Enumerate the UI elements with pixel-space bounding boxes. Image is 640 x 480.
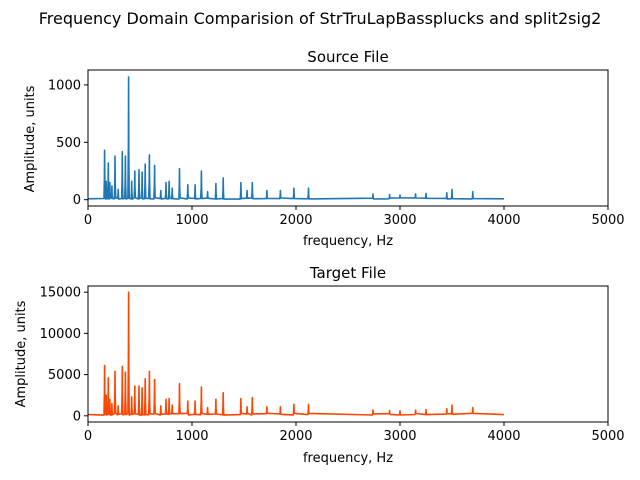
x-tick-label: 3000 — [383, 213, 416, 228]
y-axis-label: Amplitude, units — [23, 85, 38, 192]
axes-title: Target File — [309, 264, 386, 282]
x-tick-label: 5000 — [591, 213, 624, 228]
figure-suptitle: Frequency Domain Comparision of StrTruLa… — [39, 9, 602, 28]
y-tick-label: 1000 — [48, 78, 81, 93]
plot-area: 0 1000 2000 3000 4000 5000 0 500 1000 — [48, 69, 625, 228]
x-tick-label: 2000 — [279, 213, 312, 228]
x-tick-label: 0 — [84, 213, 92, 228]
axes-title: Source File — [307, 48, 388, 66]
y-tick-label: 15000 — [40, 286, 81, 301]
x-axis-label: frequency, Hz — [303, 234, 393, 249]
series-line — [88, 291, 505, 416]
x-tick-label: 4000 — [487, 429, 520, 444]
x-tick-label: 3000 — [383, 429, 416, 444]
source-file-axes: Source File frequency, Hz Amplitude, uni… — [23, 48, 625, 249]
y-tick-label: 0 — [73, 409, 81, 424]
x-tick-label: 5000 — [591, 429, 624, 444]
x-tick-label: 1000 — [175, 429, 208, 444]
plot-area: 0 1000 2000 3000 4000 5000 0 5000 10000 15000 — [40, 285, 625, 444]
y-tick-label: 5000 — [48, 368, 81, 383]
y-tick-label: 500 — [56, 136, 81, 151]
y-axis-label: Amplitude, units — [14, 300, 29, 407]
y-tick-label: 10000 — [40, 327, 81, 342]
axes-frame — [87, 69, 609, 207]
y-tick-label: 0 — [73, 193, 81, 208]
x-axis-label: frequency, Hz — [303, 451, 393, 466]
series-line — [88, 76, 505, 200]
target-file-axes: Target File frequency, Hz Amplitude, uni… — [14, 264, 625, 466]
x-tick-label: 1000 — [175, 213, 208, 228]
x-tick-label: 2000 — [279, 429, 312, 444]
axes-frame — [87, 285, 609, 423]
x-tick-label: 0 — [84, 429, 92, 444]
x-tick-label: 4000 — [487, 213, 520, 228]
